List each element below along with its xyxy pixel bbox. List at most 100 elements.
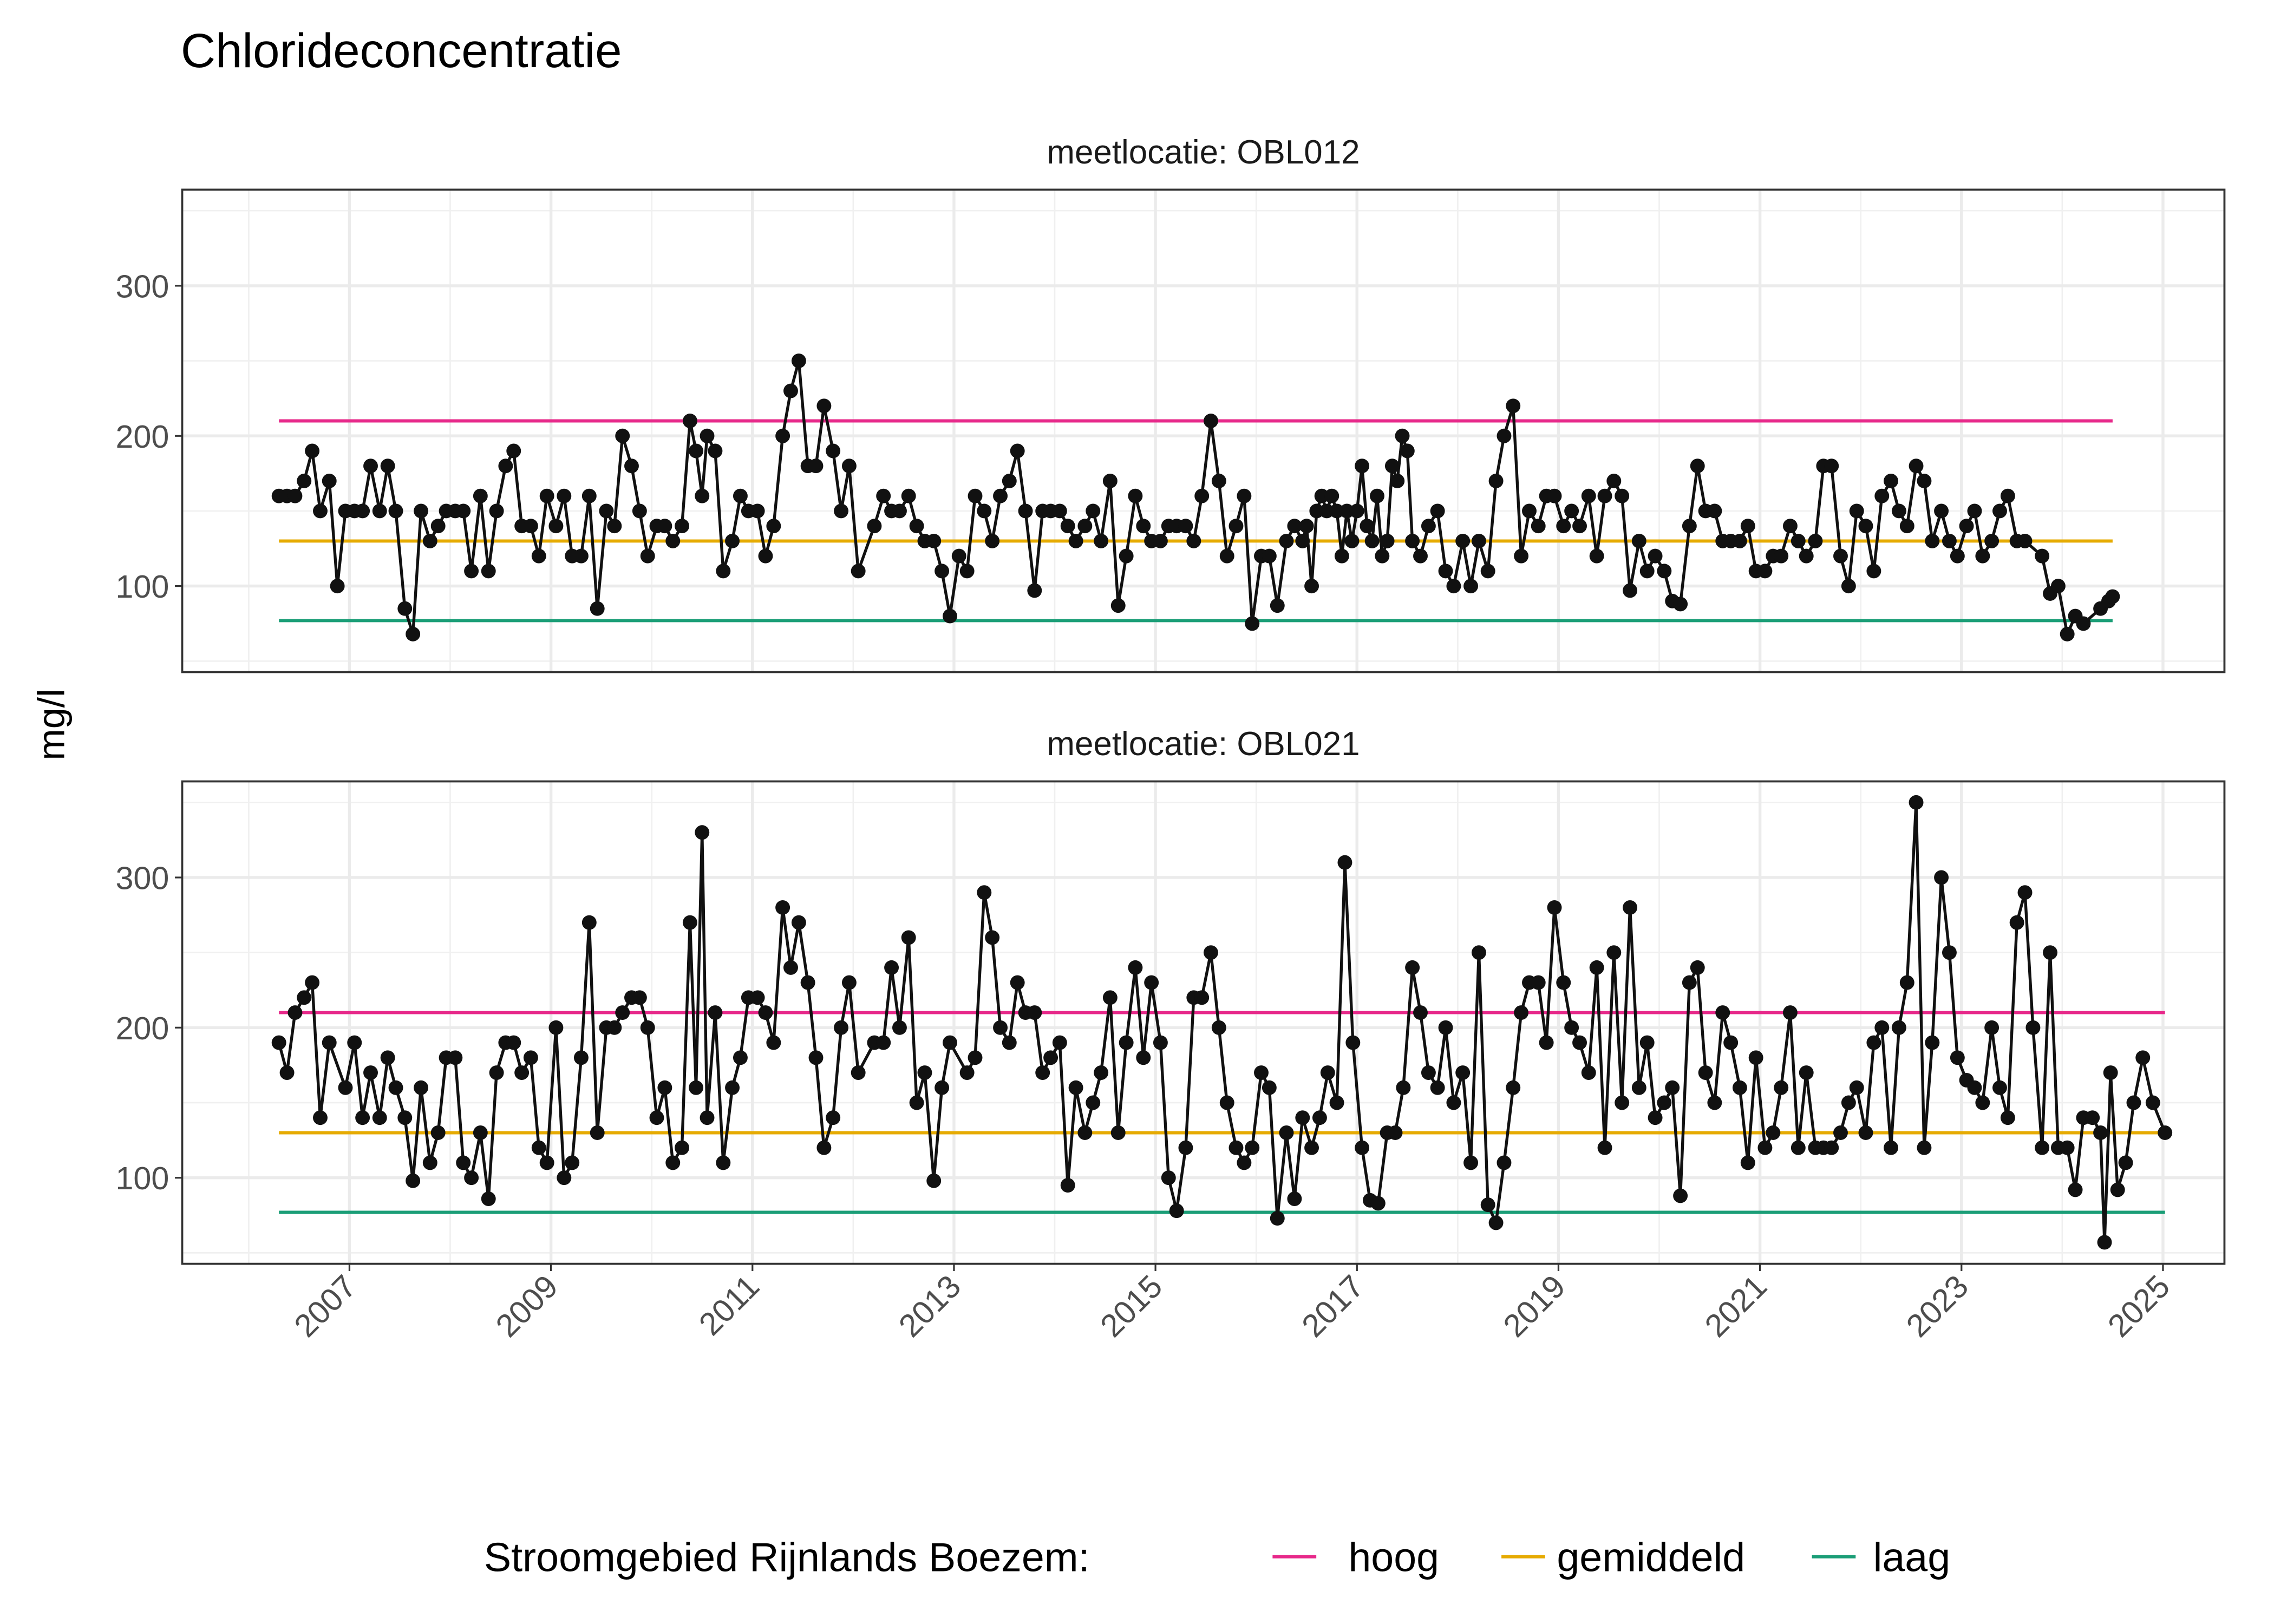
data-point [1480, 564, 1495, 579]
data-point [1430, 1080, 1445, 1095]
data-point [565, 1155, 580, 1170]
x-tick-label: 2015 [1093, 1268, 1169, 1344]
data-point [1748, 1050, 1763, 1065]
data-point [1891, 1020, 1906, 1035]
data-point [1094, 533, 1109, 548]
data-point [506, 1035, 521, 1050]
data-point [1027, 1005, 1042, 1020]
data-point [2017, 885, 2033, 900]
panel-border [181, 188, 2226, 673]
data-point [775, 428, 790, 443]
data-point [1950, 1050, 1965, 1065]
data-point [716, 564, 731, 579]
data-point [599, 503, 614, 519]
data-point [1178, 519, 1193, 534]
data-point [1319, 503, 1334, 519]
data-point [1299, 519, 1314, 534]
data-point [1086, 1095, 1101, 1110]
data-point [1324, 488, 1339, 503]
data-point [851, 1065, 866, 1080]
data-point [1229, 519, 1244, 534]
data-point [363, 459, 378, 474]
data-point [2050, 579, 2066, 594]
data-point [733, 488, 748, 503]
data-point [1438, 1020, 1453, 1035]
data-point [1657, 564, 1672, 579]
data-point [1917, 473, 1932, 488]
data-point [1615, 488, 1630, 503]
panel-strip-label: meetlocatie: OBL021 [1047, 725, 1360, 763]
y-tick-label: 200 [115, 418, 169, 455]
data-point [675, 1140, 689, 1155]
data-point [1740, 519, 1755, 534]
data-point [750, 503, 765, 519]
data-point [1975, 1095, 1990, 1110]
data-point [1774, 548, 1789, 564]
data-point [1824, 459, 1839, 474]
data-point [313, 1110, 328, 1125]
data-point [297, 473, 312, 488]
data-point [2017, 533, 2033, 548]
data-point [1270, 1211, 1285, 1226]
data-point [1136, 519, 1151, 534]
data-point [1068, 533, 1083, 548]
data-point [2145, 1095, 2160, 1110]
data-point [1967, 1080, 1982, 1095]
data-point [909, 519, 924, 534]
data-point [1841, 579, 1856, 594]
data-point [1967, 503, 1982, 519]
data-point [1186, 533, 1201, 548]
data-point [689, 1080, 704, 1095]
data-point [1262, 548, 1277, 564]
data-point [1909, 459, 1924, 474]
data-point [935, 564, 950, 579]
data-point [1355, 459, 1370, 474]
data-point [2103, 1065, 2118, 1080]
data-point [1925, 1035, 1940, 1050]
data-point [1639, 1035, 1655, 1050]
data-point [2025, 1020, 2041, 1035]
data-point [1128, 488, 1143, 503]
data-point [808, 1050, 824, 1065]
data-point [1349, 503, 1364, 519]
data-point [943, 1035, 957, 1050]
data-point [1665, 1080, 1680, 1095]
data-point [1866, 1035, 1881, 1050]
data-point [632, 503, 647, 519]
data-point [1589, 548, 1604, 564]
data-point [464, 564, 479, 579]
data-point [1463, 579, 1479, 594]
data-point [523, 519, 538, 534]
data-point [473, 1125, 488, 1140]
data-point [943, 608, 957, 624]
data-point [322, 1035, 337, 1050]
data-point [1514, 1005, 1529, 1020]
data-point [355, 503, 370, 519]
data-point [1119, 548, 1134, 564]
data-point [725, 1080, 740, 1095]
data-point [1984, 1020, 1999, 1035]
data-point [1360, 519, 1375, 534]
data-point [1052, 503, 1067, 519]
data-point [1774, 1080, 1789, 1095]
legend-label-hoog: hoog [1348, 1535, 1439, 1580]
data-point [1455, 1065, 1471, 1080]
legend-label-laag: laag [1873, 1535, 1951, 1580]
data-point [1345, 1035, 1361, 1050]
data-point [397, 601, 413, 616]
data-point [968, 488, 983, 503]
data-point [1874, 488, 1890, 503]
data-point [1194, 488, 1210, 503]
data-point [1169, 1203, 1184, 1219]
data-point [2060, 1140, 2075, 1155]
data-point [590, 601, 605, 616]
data-point [1077, 1125, 1093, 1140]
data-point [1849, 503, 1864, 519]
data-point [716, 1155, 731, 1170]
data-point [624, 459, 639, 474]
data-point [1396, 1080, 1411, 1095]
data-point [1791, 1140, 1806, 1155]
data-point [1740, 1155, 1755, 1170]
data-point [1572, 519, 1587, 534]
data-point [1161, 1170, 1176, 1186]
